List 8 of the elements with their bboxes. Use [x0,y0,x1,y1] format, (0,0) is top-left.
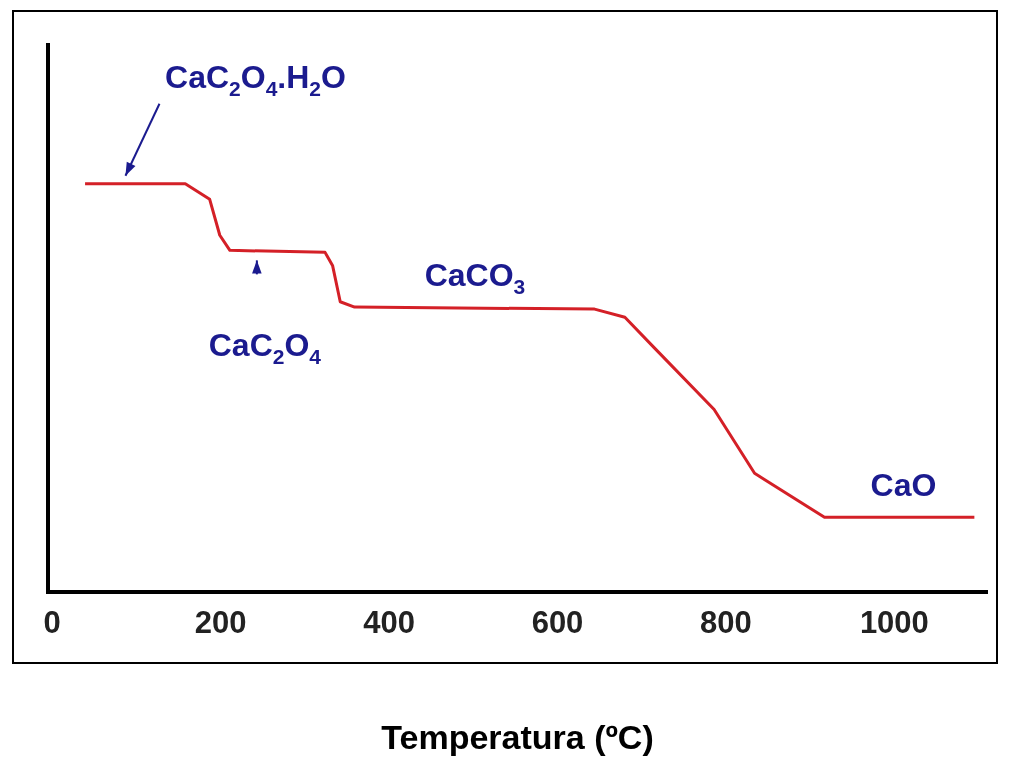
x-tick-label: 600 [531,605,584,641]
annotation: CaO [870,467,937,504]
x-axis-title: Temperatura (ºC) [381,717,654,756]
x-tick-label: 0 [43,605,61,641]
x-tick-label: 800 [700,605,752,641]
x-tick-label: 200 [194,605,247,641]
x-tick-label: 1000 [859,605,929,641]
x-tick-label: 400 [363,605,415,641]
